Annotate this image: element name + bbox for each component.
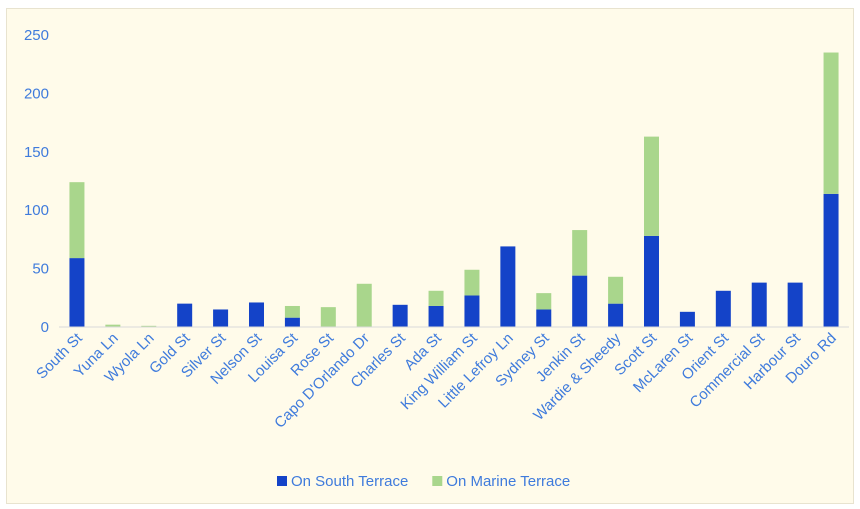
bar-marine-terrace (320, 307, 336, 327)
y-axis: 0 50 100 150 200 250 (24, 27, 49, 336)
chart-frame: 0 50 100 150 200 250 South St Yuna Ln Wyola Ln G… (6, 8, 854, 504)
bar-south-terrace (751, 282, 767, 327)
bar-south-terrace (679, 311, 695, 327)
legend: On South Terrace On Marine Terrace (277, 473, 570, 490)
bar-south-terrace (392, 304, 408, 327)
bar-marine-terrace (356, 283, 372, 327)
bar-marine-terrace (608, 276, 624, 304)
legend-swatch (277, 476, 287, 486)
bar-marine-terrace (644, 136, 659, 236)
bar-marine-terrace (141, 325, 157, 327)
bar-south-terrace (644, 235, 659, 327)
bar-south-terrace (823, 193, 839, 327)
legend-swatch (432, 476, 443, 486)
bar-marine-terrace (284, 305, 300, 318)
bar-marine-terrace (69, 182, 85, 259)
y-tick-label: 50 (32, 261, 49, 278)
bar-marine-terrace (536, 293, 552, 310)
y-tick-label: 200 (24, 85, 49, 102)
bar-marine-terrace (105, 324, 121, 327)
legend-label: On Marine Terrace (446, 473, 570, 490)
y-tick-label: 100 (24, 202, 49, 219)
bar-south-terrace (787, 282, 803, 327)
bar-south-terrace (715, 290, 731, 327)
bar-south-terrace (69, 258, 85, 327)
bar-marine-terrace (572, 230, 588, 276)
bar-south-terrace (428, 305, 444, 327)
bar-south-terrace (500, 246, 516, 327)
bar-south-terrace (536, 309, 552, 327)
bar-south-terrace (177, 303, 193, 327)
y-tick-label: 150 (24, 144, 49, 161)
bar-marine-terrace (464, 269, 480, 296)
bar-marine-terrace (428, 290, 444, 306)
bar-south-terrace (284, 317, 300, 327)
bar-south-terrace (249, 302, 264, 327)
bar-south-terrace (608, 303, 624, 327)
bar-south-terrace (213, 309, 229, 327)
y-tick-label: 0 (41, 319, 49, 336)
bar-marine-terrace (823, 52, 839, 194)
legend-label: On South Terrace (291, 473, 408, 490)
y-tick-label: 250 (24, 27, 49, 44)
bar-south-terrace (572, 275, 588, 327)
bars (69, 52, 839, 327)
bar-south-terrace (464, 295, 480, 327)
